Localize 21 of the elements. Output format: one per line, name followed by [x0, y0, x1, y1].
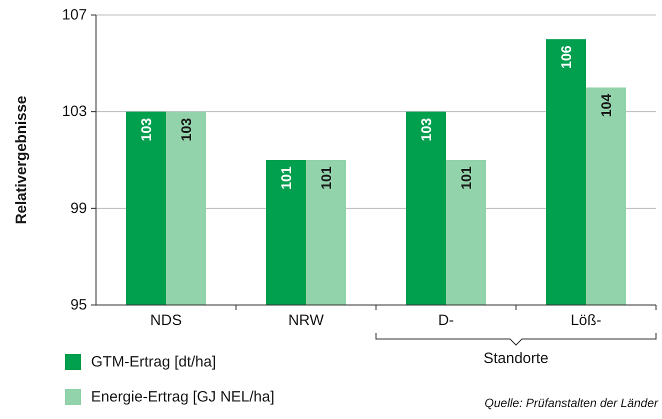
- y-tick-label: 95: [70, 296, 87, 314]
- y-axis-title: Relativergebnisse: [13, 96, 30, 224]
- x-tick-label: Löß-: [570, 312, 602, 329]
- x-tick-label: NDS: [150, 312, 182, 329]
- y-tick-label: 99: [70, 200, 87, 217]
- x-tick-label: NRW: [288, 312, 325, 329]
- y-tick-label: 103: [62, 103, 87, 120]
- data-label: 103: [418, 118, 434, 142]
- legend-label: Energie-Ertrag [GJ NEL/ha]: [91, 388, 274, 406]
- x-tick-label: D-: [438, 312, 454, 329]
- data-label: 101: [278, 166, 294, 190]
- y-tick-label: 107: [62, 6, 87, 24]
- data-label: 104: [598, 94, 614, 118]
- data-label: 101: [318, 166, 334, 190]
- data-label: 101: [458, 166, 474, 190]
- data-label: 103: [178, 118, 194, 142]
- data-label: 106: [558, 45, 574, 69]
- data-label: 103: [138, 118, 154, 142]
- source-note: Quelle: Prüfanstalten der Länder: [484, 396, 659, 410]
- text: Standorte: [483, 350, 549, 367]
- legend-label: GTM-Ertrag [dt/ha]: [91, 354, 216, 370]
